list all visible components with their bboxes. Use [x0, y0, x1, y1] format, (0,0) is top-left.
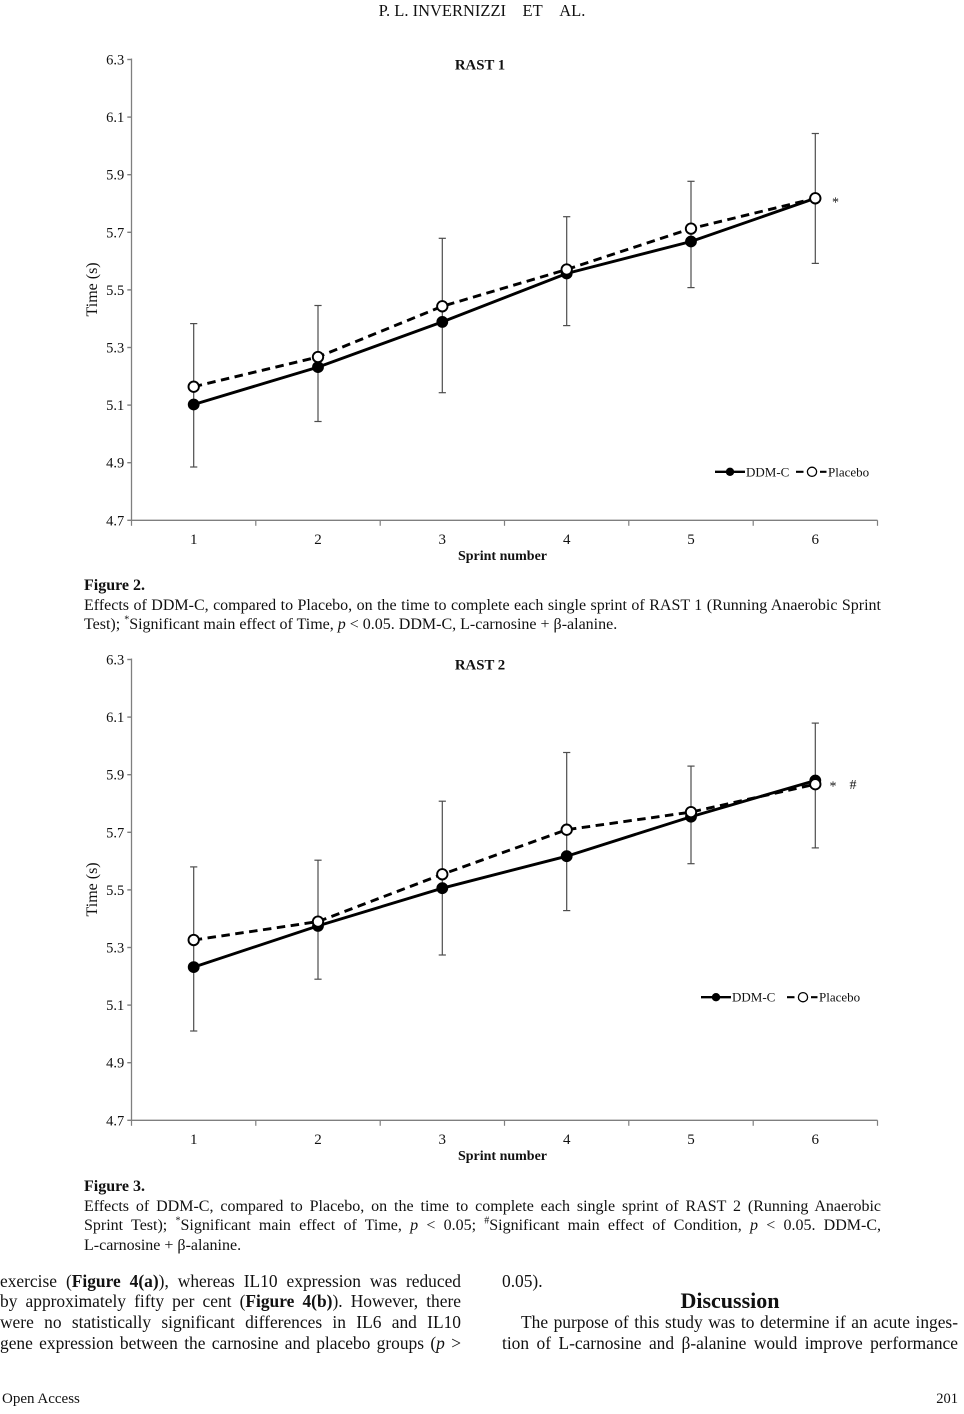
svg-text:5.9: 5.9: [106, 768, 124, 784]
svg-text:4.7: 4.7: [106, 513, 124, 529]
svg-text:*: *: [832, 196, 839, 211]
svg-text:1: 1: [190, 1132, 198, 1148]
svg-text:5.9: 5.9: [106, 168, 124, 184]
svg-text:4.9: 4.9: [106, 456, 124, 472]
svg-text:4: 4: [563, 532, 571, 548]
svg-text:Sprint number: Sprint number: [458, 1149, 547, 1164]
svg-text:6.1: 6.1: [106, 710, 124, 726]
svg-text:5.1: 5.1: [106, 398, 124, 414]
svg-text:6.3: 6.3: [106, 53, 124, 69]
svg-text:4: 4: [563, 1132, 571, 1148]
svg-text:Time (s): Time (s): [84, 262, 101, 316]
svg-text:5: 5: [687, 532, 695, 548]
svg-text:Time (s): Time (s): [84, 862, 101, 916]
svg-text:5: 5: [687, 1132, 695, 1148]
svg-text:#: #: [850, 778, 857, 793]
svg-text:3: 3: [439, 532, 447, 548]
svg-text:DDM-C: DDM-C: [732, 990, 775, 1005]
svg-text:1: 1: [190, 532, 198, 548]
svg-text:5.7: 5.7: [106, 825, 124, 841]
svg-text:3: 3: [439, 1132, 447, 1148]
svg-text:5.5: 5.5: [106, 883, 124, 899]
svg-text:*: *: [830, 780, 837, 795]
svg-text:6.3: 6.3: [106, 653, 124, 669]
svg-text:2: 2: [314, 532, 322, 548]
svg-text:5.3: 5.3: [106, 941, 124, 957]
svg-text:RAST 1: RAST 1: [455, 58, 505, 74]
svg-text:6: 6: [812, 532, 820, 548]
svg-text:2: 2: [314, 1132, 322, 1148]
svg-text:Placebo: Placebo: [819, 990, 860, 1005]
svg-text:4.7: 4.7: [106, 1113, 124, 1129]
svg-text:5.5: 5.5: [106, 283, 124, 299]
svg-text:DDM-C: DDM-C: [746, 464, 789, 479]
svg-text:4.9: 4.9: [106, 1056, 124, 1072]
svg-text:6.1: 6.1: [106, 110, 124, 126]
svg-text:6: 6: [812, 1132, 820, 1148]
svg-text:5.7: 5.7: [106, 225, 124, 241]
svg-text:Sprint number: Sprint number: [458, 549, 547, 564]
svg-text:RAST 2: RAST 2: [455, 658, 505, 674]
svg-text:5.3: 5.3: [106, 341, 124, 357]
svg-text:Placebo: Placebo: [828, 464, 869, 479]
svg-text:5.1: 5.1: [106, 998, 124, 1014]
